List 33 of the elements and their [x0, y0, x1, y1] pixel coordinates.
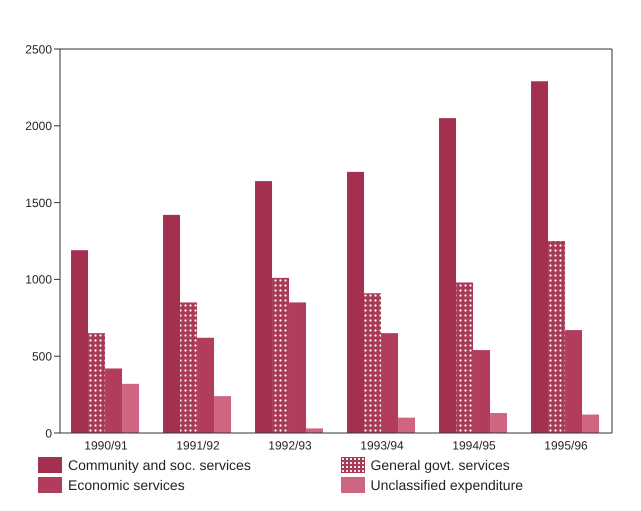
x-tick-label: 1995/96	[544, 438, 588, 453]
y-tick-label: 1000	[25, 272, 52, 287]
legend-label: Economic services	[68, 477, 185, 493]
legend-label: Community and soc. services	[68, 457, 251, 473]
bar	[565, 330, 582, 433]
bar	[347, 172, 364, 433]
bar	[122, 384, 140, 433]
y-tick-label: 2000	[25, 119, 52, 134]
y-tick-label: 1500	[25, 196, 52, 210]
bar	[289, 302, 306, 433]
y-tick-label: 2500	[25, 42, 52, 56]
legend-label: Unclassified expenditure	[370, 477, 524, 493]
bar	[197, 338, 214, 433]
bar	[439, 118, 456, 433]
bar	[381, 333, 398, 433]
x-tick-label: 1994/95	[452, 438, 496, 453]
x-tick-label: 1992/93	[268, 438, 312, 453]
x-tick-label: 1991/92	[176, 438, 220, 453]
bar	[214, 396, 232, 433]
bar	[473, 350, 490, 433]
bar	[255, 181, 272, 433]
bar	[71, 250, 88, 433]
legend-label: General govt. services	[370, 457, 510, 473]
y-tick-label: 0	[45, 426, 52, 440]
bar	[531, 81, 548, 433]
bar	[582, 414, 600, 433]
bar	[398, 418, 416, 433]
bar	[163, 214, 180, 433]
x-tick-label: 1993/94	[360, 438, 404, 453]
bar	[490, 413, 508, 433]
x-tick-label: 1990/91	[84, 438, 128, 453]
bar	[105, 368, 122, 433]
y-tick-label: 500	[32, 349, 52, 364]
